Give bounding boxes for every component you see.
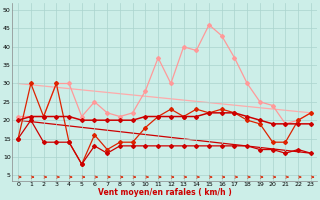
X-axis label: Vent moyen/en rafales ( km/h ): Vent moyen/en rafales ( km/h ) — [98, 188, 231, 197]
